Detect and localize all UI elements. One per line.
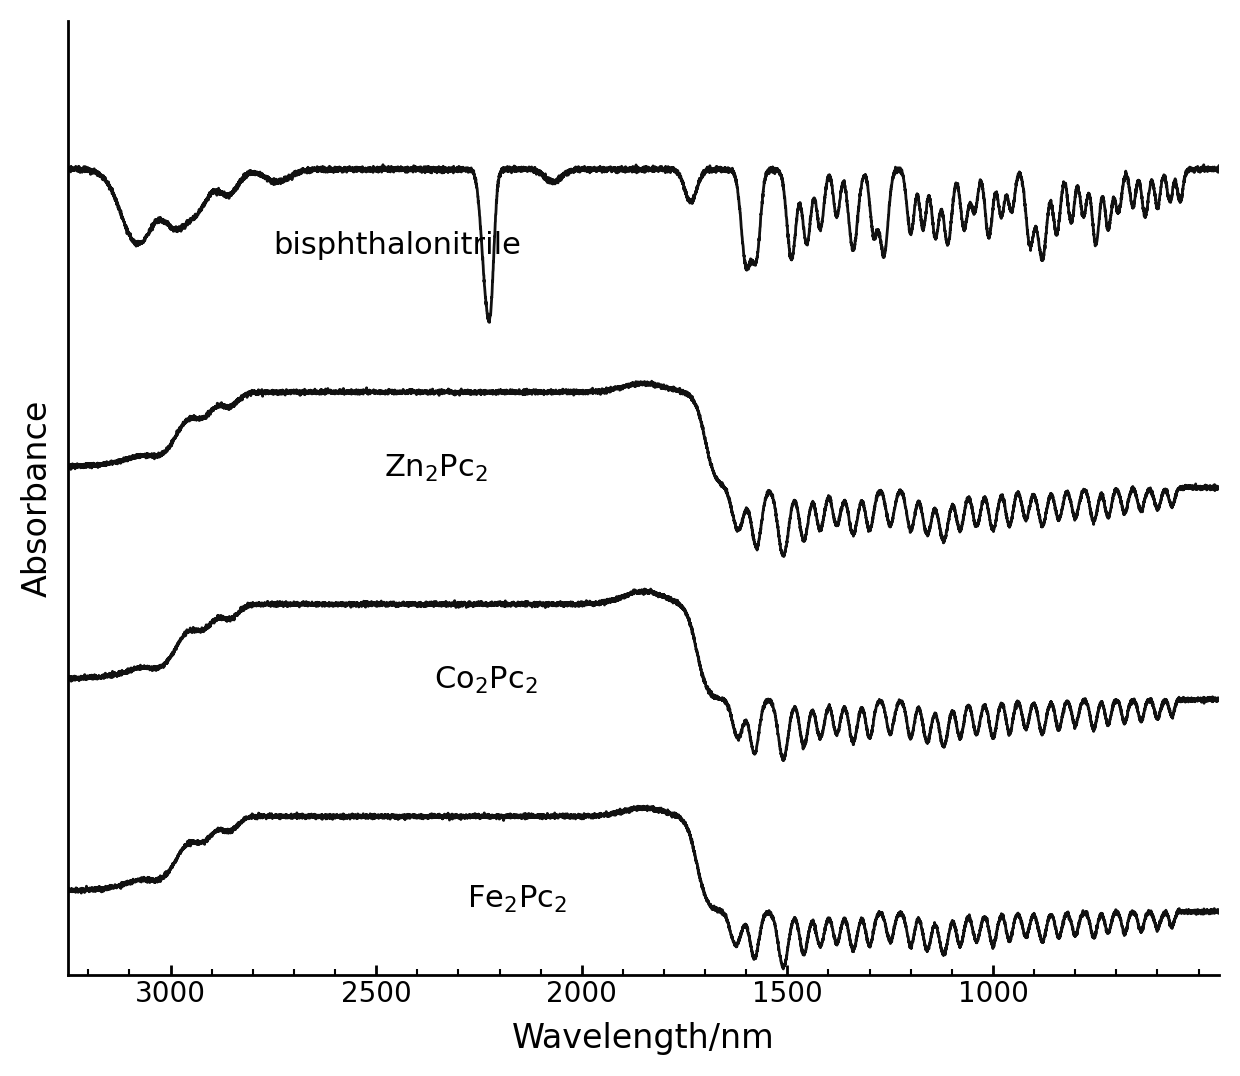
Y-axis label: Absorbance: Absorbance	[21, 399, 53, 597]
X-axis label: Wavelength/nm: Wavelength/nm	[512, 1022, 775, 1056]
Text: Fe$_2$Pc$_2$: Fe$_2$Pc$_2$	[466, 883, 567, 915]
Text: Co$_2$Pc$_2$: Co$_2$Pc$_2$	[434, 665, 537, 696]
Text: Zn$_2$Pc$_2$: Zn$_2$Pc$_2$	[384, 453, 489, 484]
Text: bisphthalonitrile: bisphthalonitrile	[273, 231, 521, 260]
